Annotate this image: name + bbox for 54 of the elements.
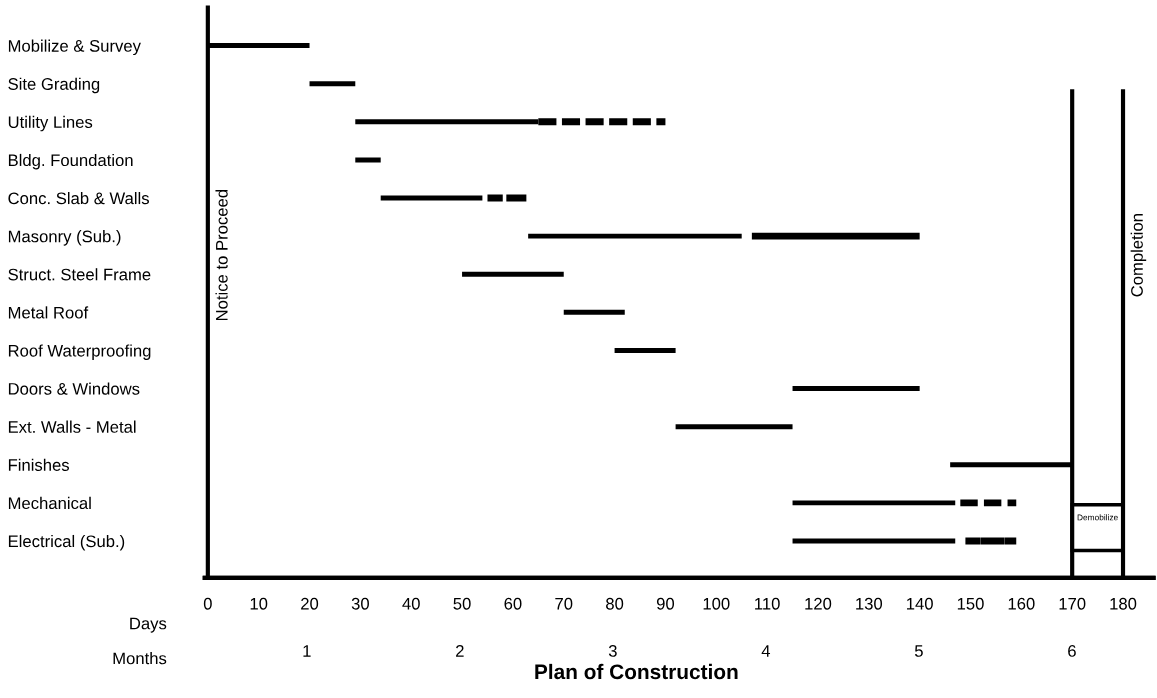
- bar: [309, 81, 356, 87]
- bar: [355, 157, 381, 163]
- y-tick-label: Struct. Steel Frame: [8, 268, 151, 281]
- y-tick-label: Roof Waterproofing: [8, 344, 151, 360]
- x-tick-label: 140: [907, 597, 933, 610]
- x-tick-label: 110: [755, 597, 780, 610]
- x-tick-label: 70: [555, 597, 573, 610]
- y-tick-label: Conc. Slab & Walls: [8, 191, 149, 205]
- x2-axis-title: Months: [113, 652, 167, 665]
- x-tick-label: 170: [1059, 597, 1086, 610]
- bar: [528, 233, 742, 239]
- bar: [614, 347, 676, 353]
- bar: [792, 386, 920, 392]
- x-tick-label: 180: [1110, 597, 1137, 610]
- y-tick-label: Utility Lines: [8, 115, 93, 132]
- x2-tick-label: 6: [1068, 645, 1076, 657]
- y-tick-label: Ext. Walls - Metal: [8, 420, 136, 433]
- y-tick-label: Doors & Windows: [8, 382, 140, 395]
- series-label: Demobilize: [1077, 514, 1118, 521]
- y-tick-label: Mechanical: [8, 496, 91, 510]
- x-tick-label: 60: [504, 597, 522, 610]
- y-tick-label: Bldg. Foundation: [8, 153, 133, 170]
- x2-tick-label: 1: [303, 645, 311, 657]
- x2-tick-label: 5: [914, 645, 923, 657]
- bar: [462, 271, 564, 277]
- x-tick-label: 10: [250, 597, 268, 610]
- y-tick-label: Electrical (Sub.): [8, 534, 125, 551]
- y-tick-label: Site Grading: [8, 77, 100, 94]
- bar: [675, 424, 793, 430]
- x2-tick-label: 3: [608, 645, 617, 657]
- y-tick-label: Masonry (Sub.): [8, 230, 121, 246]
- ref-line-label: Completion: [1130, 214, 1147, 297]
- x-tick-label: 30: [351, 597, 369, 610]
- x2-tick-label: 4: [761, 645, 771, 657]
- text: Plan of Construction: [535, 663, 738, 680]
- y-tick-label: Metal Roof: [8, 306, 89, 319]
- x-tick-label: 40: [402, 597, 420, 610]
- x-tick-label: 130: [856, 597, 883, 610]
- x-tick-label: 90: [656, 597, 675, 610]
- bar: [563, 309, 625, 315]
- x-tick-label: 0: [203, 597, 212, 610]
- x2-tick-label: 2: [456, 645, 464, 657]
- x-axis-title: Days: [130, 617, 167, 633]
- x-tick-label: 100: [703, 597, 730, 610]
- x-tick-label: 20: [301, 597, 319, 610]
- y-tick-label: Mobilize & Survey: [8, 39, 141, 56]
- x-tick-label: 120: [805, 597, 832, 610]
- y-tick-label: Finishes: [8, 458, 70, 471]
- x-tick-label: 160: [1008, 597, 1035, 610]
- bar: [792, 500, 956, 506]
- x-tick-label: 150: [957, 597, 984, 610]
- x-tick-label: 50: [453, 597, 471, 610]
- ref-line-label: Notice to Proceed: [215, 190, 228, 321]
- x-tick-label: 80: [606, 597, 624, 610]
